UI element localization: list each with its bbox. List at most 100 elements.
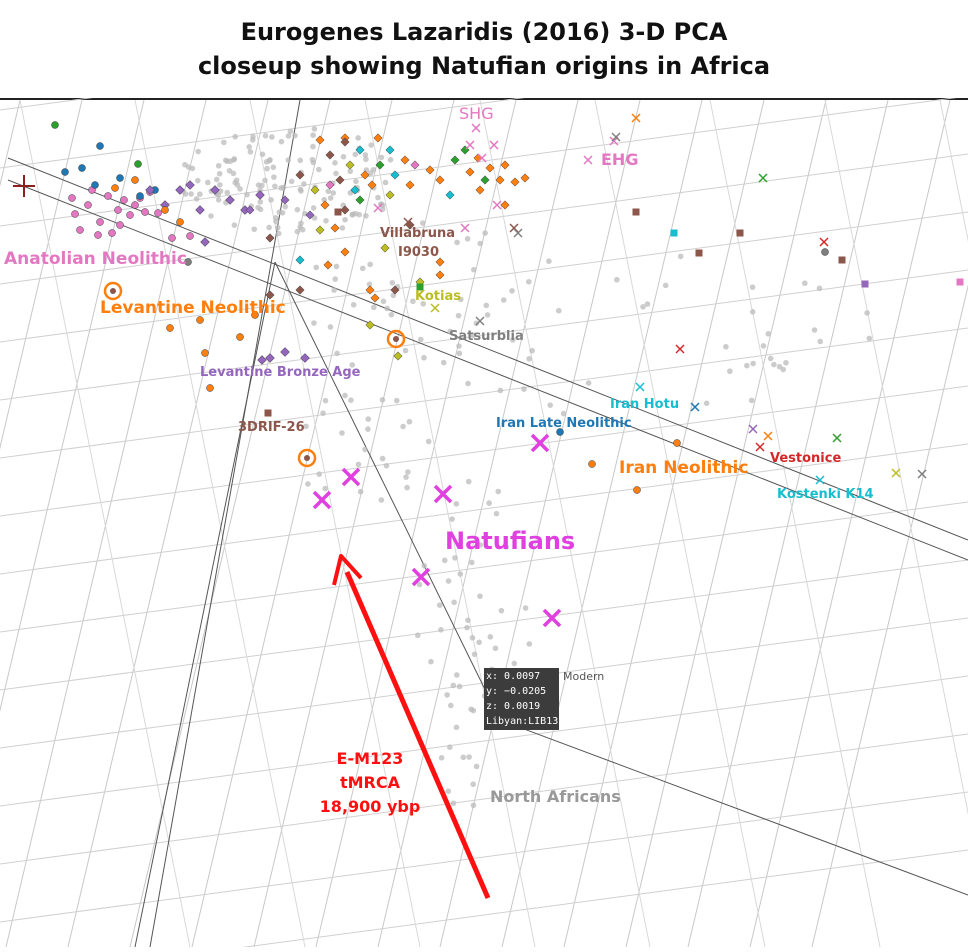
ancient-points xyxy=(13,113,964,628)
grid-line-v xyxy=(439,99,641,948)
modern-point xyxy=(349,211,356,217)
modern-point xyxy=(285,157,292,163)
ancient-point xyxy=(136,192,144,200)
ancient-point xyxy=(385,145,395,155)
modern-point xyxy=(269,134,275,140)
ancient-point xyxy=(675,344,685,354)
modern-point xyxy=(450,682,457,689)
modern-point xyxy=(232,133,239,140)
ancient-point xyxy=(891,468,901,478)
grid-line-h xyxy=(0,269,968,401)
grid-line-v xyxy=(315,99,517,948)
ancient-point xyxy=(84,201,92,209)
modern-point xyxy=(410,298,416,305)
grid-line-h xyxy=(0,675,968,807)
modern-point xyxy=(342,216,348,223)
ancient-point xyxy=(403,217,413,227)
grid-line-v xyxy=(67,99,269,948)
modern-point xyxy=(224,189,231,196)
group-label: Villabruna xyxy=(380,226,455,241)
modern-point xyxy=(311,320,317,326)
modern-point xyxy=(310,132,316,138)
highlight-ring xyxy=(386,329,406,349)
ancient-point xyxy=(370,293,380,303)
grid-line-v xyxy=(129,99,331,948)
modern-point xyxy=(450,800,457,807)
ancient-point xyxy=(251,311,259,319)
modern-point xyxy=(473,763,480,770)
grid-line-h xyxy=(0,443,968,575)
modern-point xyxy=(232,179,238,186)
modern-point xyxy=(257,199,264,205)
ancient-point xyxy=(477,153,487,163)
ancient-point xyxy=(390,170,400,180)
modern-point xyxy=(428,658,434,665)
axis-lines xyxy=(7,99,968,948)
modern-point xyxy=(331,287,337,293)
ancient-point xyxy=(94,231,102,239)
modern-point xyxy=(529,347,535,354)
modern-point xyxy=(420,300,427,307)
ancient-point xyxy=(821,248,829,256)
modern-point xyxy=(371,304,377,311)
modern-point xyxy=(349,362,356,368)
modern-point xyxy=(421,354,427,361)
group-label: SHG xyxy=(459,104,494,123)
modern-point xyxy=(297,186,304,193)
modern-point xyxy=(366,281,373,288)
modern-point xyxy=(414,632,421,639)
modern-point xyxy=(811,327,818,333)
modern-point xyxy=(421,563,428,569)
modern-point xyxy=(259,182,265,189)
modern-point xyxy=(380,298,387,305)
modern-point xyxy=(215,162,222,169)
ancient-point xyxy=(465,140,475,150)
grid-line-v xyxy=(253,99,455,948)
modern-point xyxy=(221,139,227,146)
ancient-point xyxy=(542,608,562,628)
grid-line-h xyxy=(0,153,968,285)
modern-point xyxy=(384,305,390,312)
grid-line-v xyxy=(0,99,145,713)
group-label: EHG xyxy=(601,150,638,169)
ancient-point xyxy=(131,201,139,209)
ancient-point xyxy=(51,121,59,129)
ancient-point xyxy=(161,206,169,214)
modern-point xyxy=(278,185,284,191)
modern-point xyxy=(464,624,470,631)
modern-point xyxy=(749,284,756,290)
modern-point xyxy=(204,179,211,186)
ancient-point xyxy=(154,209,162,217)
ancient-point xyxy=(373,203,383,213)
ancient-point xyxy=(355,195,365,205)
modern-point xyxy=(503,544,510,550)
ancient-point xyxy=(320,200,330,210)
modern-point xyxy=(783,359,789,366)
modern-point xyxy=(495,488,502,495)
grid-line-depth xyxy=(709,99,881,948)
modern-point xyxy=(330,190,337,196)
modern-point xyxy=(585,380,592,386)
modern-point xyxy=(355,135,361,141)
ancient-point xyxy=(166,324,174,332)
modern-point xyxy=(309,156,316,163)
grid-line-depth xyxy=(479,99,651,948)
ancient-point xyxy=(755,442,765,452)
ancient-point xyxy=(236,333,244,341)
modern-point xyxy=(251,226,258,233)
modern-point xyxy=(316,471,323,477)
ancient-point xyxy=(300,353,310,363)
ancient-point xyxy=(450,155,460,165)
modern-point xyxy=(197,191,203,198)
grid-line-h xyxy=(204,849,968,952)
modern-point xyxy=(237,186,243,192)
ancient-point xyxy=(114,206,122,214)
modern-point xyxy=(292,132,298,139)
annotation-line: tMRCA xyxy=(340,773,401,792)
modern-point xyxy=(457,571,464,577)
annotation-line: 18,900 ybp xyxy=(320,797,421,816)
modern-point xyxy=(310,143,316,150)
ancient-point xyxy=(134,160,142,168)
